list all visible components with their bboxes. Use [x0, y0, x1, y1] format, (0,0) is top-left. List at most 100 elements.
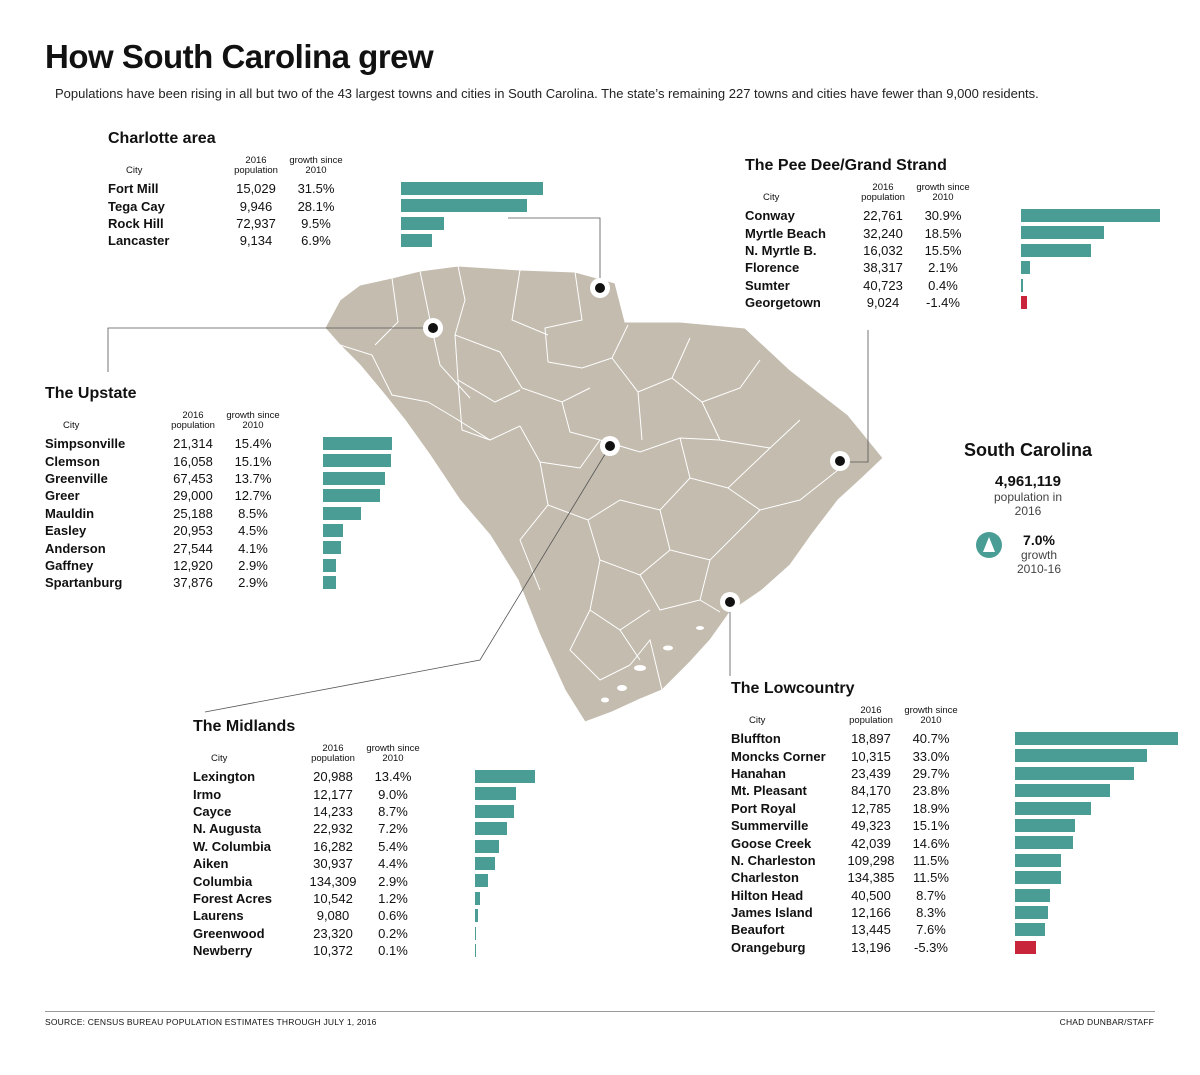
- growth-bar: [1015, 905, 1049, 919]
- population-header: 2016 population: [311, 743, 355, 764]
- growth-bar: [475, 909, 478, 923]
- city-growth: 9.0%: [378, 786, 408, 802]
- table-row: N. Myrtle B. 16,032 15.5%: [745, 242, 1171, 259]
- growth-bar: [475, 891, 481, 905]
- city-name: Charleston: [731, 870, 799, 886]
- bar-cell: [1021, 277, 1171, 294]
- growth-bar: [1021, 243, 1091, 257]
- spacer-cell: [961, 782, 1015, 799]
- city-name: Gaffney: [45, 557, 94, 573]
- growth-bar: [323, 558, 337, 572]
- city-population: 67,453: [173, 470, 213, 486]
- growth-bar: [1015, 888, 1050, 902]
- city-name: Clemson: [45, 453, 100, 469]
- region-table: City 2016 population growth since 2010 Fort…: [108, 156, 551, 250]
- city-name: Columbia: [193, 873, 253, 889]
- city-name: Simpsonville: [45, 436, 126, 452]
- city-name: Rock Hill: [108, 215, 164, 231]
- city-growth: 29.7%: [912, 765, 950, 781]
- city-name: Goose Creek: [731, 835, 812, 851]
- city-growth: 15.1%: [912, 818, 950, 834]
- growth-bar: [1015, 836, 1074, 850]
- city-growth: 28.1%: [297, 198, 335, 214]
- bar-cell: [475, 872, 625, 889]
- source-note: SOURCE: CENSUS BUREAU POPULATION ESTIMAT…: [45, 1017, 377, 1027]
- spacer-cell: [423, 785, 475, 802]
- city-population: 25,188: [173, 505, 213, 521]
- spacer-header: [423, 744, 475, 768]
- bar-cell: [323, 452, 473, 469]
- spacer-cell: [283, 505, 323, 522]
- city-growth: 6.9%: [301, 233, 331, 249]
- city-name: Lancaster: [108, 233, 170, 249]
- growth-bar: [475, 804, 515, 818]
- region-title: The Pee Dee/Grand Strand: [745, 157, 947, 174]
- table-row: Irmo 12,177 9.0%: [193, 785, 625, 802]
- city-population: 16,058: [173, 453, 213, 469]
- bar-cell: [323, 505, 473, 522]
- city-growth: 2.1%: [928, 260, 958, 276]
- city-population: 13,445: [851, 922, 891, 938]
- spacer-cell: [973, 259, 1021, 276]
- growth-bar: [475, 943, 476, 957]
- table-row: Mt. Pleasant 84,170 23.8%: [731, 782, 1185, 799]
- city-name: Greenwood: [193, 925, 265, 941]
- city-population: 10,372: [313, 943, 353, 959]
- table-row: Clemson 16,058 15.1%: [45, 452, 473, 469]
- city-growth: 31.5%: [297, 181, 335, 197]
- growth-bar: [1015, 784, 1111, 798]
- table-row: Columbia 134,309 2.9%: [193, 872, 625, 889]
- table-row: N. Charleston 109,298 11.5%: [731, 852, 1185, 869]
- table-row: Hanahan 23,439 29.7%: [731, 765, 1185, 782]
- table-row: Anderson 27,544 4.1%: [45, 539, 473, 556]
- bar-cell: [475, 803, 625, 820]
- city-growth: 11.5%: [913, 852, 949, 868]
- population-header: 2016 population: [861, 182, 905, 203]
- city-population: 72,937: [236, 215, 276, 231]
- city-growth: 5.4%: [378, 838, 408, 854]
- city-population: 40,500: [851, 887, 891, 903]
- bar-cell: [475, 838, 625, 855]
- table-row: Hilton Head 40,500 8.7%: [731, 887, 1185, 904]
- city-name: Hilton Head: [731, 887, 804, 903]
- bar-cell: [323, 574, 473, 591]
- bar-cell: [1015, 869, 1185, 886]
- bar-cell: [1015, 939, 1185, 956]
- bar-cell: [1015, 817, 1185, 834]
- growth-bar: [475, 770, 536, 783]
- table-row: Cayce 14,233 8.7%: [193, 803, 625, 820]
- spacer-cell: [961, 800, 1015, 817]
- table-row: Moncks Corner 10,315 33.0%: [731, 747, 1185, 764]
- spacer-cell: [961, 834, 1015, 851]
- spacer-cell: [961, 921, 1015, 938]
- spacer-cell: [961, 852, 1015, 869]
- state-growth-label: growth 2010-16: [1016, 548, 1062, 576]
- growth-bar: [475, 839, 500, 853]
- spacer-cell: [961, 887, 1015, 904]
- spacer-cell: [973, 294, 1021, 311]
- growth-bar: [401, 182, 543, 195]
- city-name: Greenville: [45, 470, 108, 486]
- city-population: 22,761: [863, 208, 903, 224]
- spacer-cell: [283, 470, 323, 487]
- city-population: 16,282: [313, 838, 353, 854]
- table-row: James Island 12,166 8.3%: [731, 904, 1185, 921]
- table-row: Orangeburg 13,196 -5.3%: [731, 939, 1185, 956]
- city-growth: 11.5%: [913, 870, 949, 886]
- spacer-cell: [423, 803, 475, 820]
- city-name: Newberry: [193, 943, 253, 959]
- table-row: Laurens 9,080 0.6%: [193, 907, 625, 924]
- header-row: City 2016 population growth since 2010: [108, 156, 551, 180]
- spacer-cell: [423, 907, 475, 924]
- spacer-cell: [283, 522, 323, 539]
- city-name: James Island: [731, 905, 813, 921]
- table-row: Mauldin 25,188 8.5%: [45, 505, 473, 522]
- city-name: Georgetown: [745, 295, 821, 311]
- city-population: 40,723: [863, 277, 903, 293]
- region-title: Charlotte area: [108, 130, 216, 147]
- city-name: Orangeburg: [731, 939, 806, 955]
- city-growth: 8.3%: [916, 905, 946, 921]
- region-title: The Midlands: [193, 718, 296, 735]
- city-population: 18,897: [851, 731, 891, 747]
- city-population: 9,134: [239, 233, 273, 249]
